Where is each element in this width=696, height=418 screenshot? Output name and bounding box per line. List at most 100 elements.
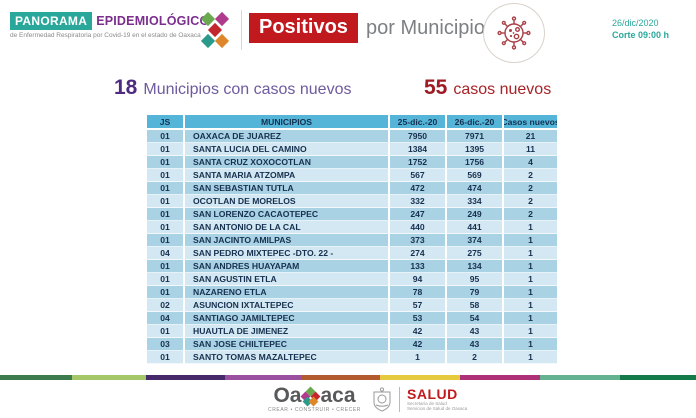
value-cell: 374	[447, 234, 504, 247]
value-cell: 1	[504, 221, 557, 234]
value-cell: 474	[447, 182, 504, 195]
value-cell: 7971	[447, 130, 504, 143]
value-cell: 43	[447, 338, 504, 351]
value-cell: 01	[147, 208, 185, 221]
salud-logo: SALUD Secretaría de Salud Servicios de S…	[399, 386, 468, 412]
municipality-cell: SAN JACINTO AMILPAS	[185, 234, 390, 247]
oaxaca-word-part1: Oa	[273, 384, 302, 407]
municipality-cell: OCOTLAN DE MORELOS	[185, 195, 390, 208]
summary-casos: 55 casos nuevos	[424, 76, 551, 100]
footer-color-stripe	[0, 375, 696, 380]
table-row: 01 SAN SEBASTIAN TUTLA 472 474 2	[147, 182, 557, 195]
value-cell: 01	[147, 286, 185, 299]
value-cell: 42	[390, 325, 447, 338]
column-header: MUNICIPIOS	[185, 115, 390, 130]
table-row: 04 SAN PEDRO MIXTEPEC -DTO. 22 -274 275 1	[147, 247, 557, 260]
value-cell: 01	[147, 182, 185, 195]
value-cell: 54	[447, 312, 504, 325]
value-cell: 1	[504, 312, 557, 325]
table-header-row: JS MUNICIPIOS 25-dic.-20 26-dic.-20 Casos nu…	[147, 115, 557, 130]
positivos-table: JS MUNICIPIOS 25-dic.-20 26-dic.-20 Casos nu…	[147, 115, 557, 364]
municipality-cell: SAN SEBASTIAN TUTLA	[185, 182, 390, 195]
value-cell: 1756	[447, 156, 504, 169]
value-cell: 7950	[390, 130, 447, 143]
value-cell: 440	[390, 221, 447, 234]
value-cell: 373	[390, 234, 447, 247]
positivos-badge: Positivos	[249, 13, 358, 43]
municipality-cell: SANTA MARIA ATZOMPA	[185, 169, 390, 182]
value-cell: 275	[447, 247, 504, 260]
value-cell: 1	[504, 273, 557, 286]
stripe-segment	[460, 375, 540, 380]
footer-logos: Oa aca CREAR • CONSTRUIR • CRECER	[268, 385, 467, 413]
stripe-segment	[225, 375, 302, 380]
municipality-cell: SANTO TOMAS MAZALTEPEC	[185, 351, 390, 364]
table-row: 01 SANTA LUCIA DEL CAMINO 1384 1395 11	[147, 143, 557, 156]
value-cell: 1	[504, 286, 557, 299]
value-cell: 02	[147, 299, 185, 312]
value-cell: 1384	[390, 143, 447, 156]
value-cell: 01	[147, 130, 185, 143]
value-cell: 01	[147, 156, 185, 169]
table-body: 01 OAXACA DE JUAREZ 7950 7971 21 01 SANTA LUCI…	[147, 130, 557, 364]
value-cell: 43	[447, 325, 504, 338]
epidemiologico-label: EPIDEMIOLÓGICO	[96, 14, 210, 28]
table-row: 02 ASUNCION IXTALTEPEC 57 58 1	[147, 299, 557, 312]
value-cell: 42	[390, 338, 447, 351]
value-cell: 334	[447, 195, 504, 208]
salud-subtitle-1: Secretaría de Salud	[407, 400, 447, 406]
value-cell: 249	[447, 208, 504, 221]
value-cell: 01	[147, 260, 185, 273]
oaxaca-logo: Oa aca CREAR • CONSTRUIR • CRECER	[268, 385, 361, 413]
column-header: 25-dic.-20	[390, 115, 447, 130]
oaxaca-tagline: CREAR • CONSTRUIR • CRECER	[268, 407, 361, 413]
stripe-segment	[620, 375, 696, 380]
panorama-badge: PANORAMA	[10, 12, 93, 30]
value-cell: 03	[147, 338, 185, 351]
coronavirus-icon	[497, 16, 531, 50]
oaxaca-diamonds-icon	[301, 386, 321, 407]
value-cell: 58	[447, 299, 504, 312]
municipality-cell: SANTA CRUZ XOXOCOTLAN	[185, 156, 390, 169]
value-cell: 332	[390, 195, 447, 208]
table-row: 01 NAZARENO ETLA 78 79 1	[147, 286, 557, 299]
value-cell: 1	[504, 325, 557, 338]
value-cell: 1	[504, 247, 557, 260]
municipios-label: Municipios con casos nuevos	[143, 81, 352, 98]
value-cell: 01	[147, 234, 185, 247]
value-cell: 4	[504, 156, 557, 169]
municipios-count: 18	[114, 76, 138, 99]
table-row: 01 SAN JACINTO AMILPAS 373 374 1	[147, 234, 557, 247]
value-cell: 1752	[390, 156, 447, 169]
value-cell: 94	[390, 273, 447, 286]
salud-subtitle-2: Servicios de Salud de Oaxaca	[407, 406, 468, 411]
value-cell: 247	[390, 208, 447, 221]
stripe-segment	[380, 375, 460, 380]
stripe-segment	[302, 375, 380, 380]
value-cell: 274	[390, 247, 447, 260]
municipality-cell: OAXACA DE JUAREZ	[185, 130, 390, 143]
column-header: 26-dic.-20	[447, 115, 504, 130]
header-divider	[241, 10, 242, 50]
value-cell: 53	[390, 312, 447, 325]
stripe-segment	[146, 375, 225, 380]
table-row: 04 SANTIAGO JAMILTEPEC 53 54 1	[147, 312, 557, 325]
municipality-cell: SAN LORENZO CACAOTEPEC	[185, 208, 390, 221]
municipality-cell: HUAUTLA DE JIMENEZ	[185, 325, 390, 338]
value-cell: 21	[504, 130, 557, 143]
summary-municipios: 18 Municipios con casos nuevos	[114, 76, 351, 100]
value-cell: 1	[504, 260, 557, 273]
table-row: 01 SANTA CRUZ XOXOCOTLAN 1752 1756 4	[147, 156, 557, 169]
casos-count: 55	[424, 76, 448, 99]
stripe-segment	[0, 375, 72, 380]
value-cell: 95	[447, 273, 504, 286]
table-row: 03 SAN JOSE CHILTEPEC 42 43 1	[147, 338, 557, 351]
municipality-cell: SAN PEDRO MIXTEPEC -DTO. 22 -	[185, 247, 390, 260]
value-cell: 1	[504, 351, 557, 364]
table-row: 01 SAN AGUSTIN ETLA 94 95 1	[147, 273, 557, 286]
value-cell: 04	[147, 247, 185, 260]
value-cell: 01	[147, 273, 185, 286]
column-header: Casos nuevos	[504, 115, 557, 130]
municipality-cell: SANTA LUCIA DEL CAMINO	[185, 143, 390, 156]
